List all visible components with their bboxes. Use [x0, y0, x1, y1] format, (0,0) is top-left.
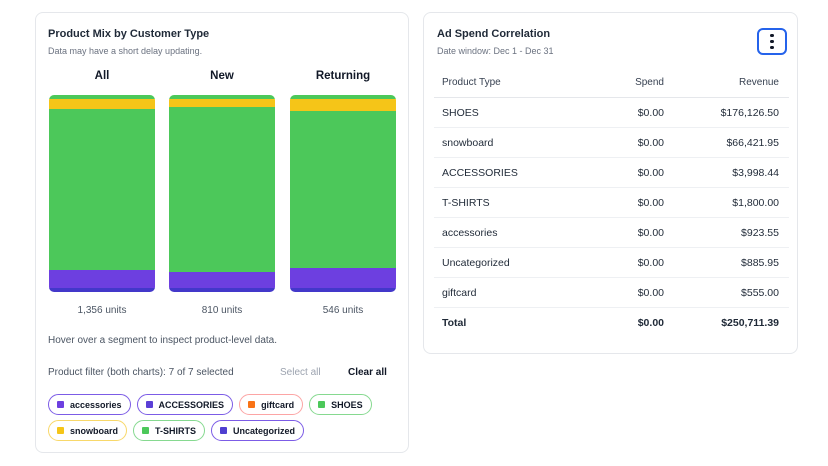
cell-revenue: $885.95	[741, 257, 779, 269]
swatch-icon	[220, 427, 228, 434]
header-product-type: Product Type	[442, 77, 501, 88]
kebab-menu-icon	[770, 33, 774, 38]
bar-segment[interactable]	[169, 98, 275, 107]
cell-spend: $0.00	[637, 137, 664, 149]
cell-spend: $0.00	[637, 167, 664, 179]
chip-label: ACCESSORIES	[158, 399, 225, 410]
cell-product-type: giftcard	[442, 287, 477, 299]
more-options-button[interactable]	[757, 28, 787, 55]
table-row: giftcard $0.00 $555.00	[434, 278, 789, 308]
units-new: 810 units	[201, 305, 243, 316]
table-header: Product Type Spend Revenue	[434, 68, 789, 98]
cell-revenue: $1,800.00	[732, 197, 779, 209]
swatch-icon	[57, 401, 64, 408]
column-label-returning: Returning	[315, 70, 371, 82]
product-mix-card: Product Mix by Customer Type Data may ha…	[35, 12, 409, 453]
cell-spend: $0.00	[637, 257, 664, 269]
chip-label: accessories	[70, 399, 122, 410]
bar-segment[interactable]	[49, 95, 155, 99]
cell-product-type: snowboard	[442, 137, 494, 149]
product-mix-subtitle: Data may have a short delay updating.	[48, 46, 203, 56]
filter-chip-uncategorized[interactable]: Uncategorized	[211, 420, 305, 441]
select-all-button[interactable]: Select all	[280, 367, 321, 378]
table-row: Uncategorized $0.00 $885.95	[434, 248, 789, 278]
bar-segment[interactable]	[290, 110, 396, 269]
cell-product-type: T-SHIRTS	[442, 197, 490, 209]
cell-revenue: $176,126.50	[720, 107, 779, 119]
hover-hint: Hover over a segment to inspect product-…	[48, 335, 278, 346]
cell-spend: $0.00	[637, 287, 664, 299]
bar-segment[interactable]	[169, 95, 275, 99]
table-row: T-SHIRTS $0.00 $1,800.00	[434, 188, 789, 218]
filter-chip-accessories[interactable]: accessories	[48, 394, 131, 415]
bar-segment[interactable]	[290, 288, 396, 292]
swatch-icon	[318, 401, 326, 408]
cell-spend: $0.00	[637, 107, 664, 119]
product-filter-label: Product filter (both charts): 7 of 7 sel…	[48, 367, 234, 378]
bar-segment[interactable]	[290, 95, 396, 99]
bar-segment[interactable]	[49, 270, 155, 289]
bar-segment[interactable]	[49, 288, 155, 292]
ad-spend-table: Product Type Spend Revenue SHOES $0.00 $…	[434, 68, 789, 338]
cell-spend: $0.00	[637, 197, 664, 209]
header-revenue: Revenue	[738, 77, 779, 88]
table-row: ACCESSORIES $0.00 $3,998.44	[434, 158, 789, 188]
filter-chip-snowboard[interactable]: snowboard	[48, 420, 128, 441]
cell-product-type: Uncategorized	[442, 257, 510, 269]
bar-segment[interactable]	[290, 268, 396, 289]
table-row: accessories $0.00 $923.55	[434, 218, 789, 248]
cell-product-type: SHOES	[442, 107, 479, 119]
clear-all-button[interactable]: Clear all	[348, 367, 387, 378]
chip-label: SHOES	[331, 399, 363, 410]
swatch-icon	[142, 427, 150, 434]
total-revenue: $250,711.39	[721, 317, 779, 329]
total-spend: $0.00	[637, 317, 664, 329]
units-all: 1,356 units	[77, 305, 127, 316]
cell-product-type: accessories	[442, 227, 498, 239]
filter-chip-t-shirts[interactable]: T-SHIRTS	[133, 420, 206, 441]
column-label-all: All	[94, 70, 110, 82]
ad-spend-subtitle: Date window: Dec 1 - Dec 31	[437, 46, 554, 56]
bar-segment[interactable]	[49, 98, 155, 109]
ad-spend-title: Ad Spend Correlation	[437, 28, 551, 40]
header-spend: Spend	[635, 77, 664, 88]
table-total-row: Total $0.00 $250,711.39	[434, 308, 789, 338]
filter-chip-shoes[interactable]: SHOES	[309, 394, 372, 415]
chip-label: T-SHIRTS	[155, 425, 197, 436]
table-row: snowboard $0.00 $66,421.95	[434, 128, 789, 158]
units-returning: 546 units	[322, 305, 364, 316]
filter-chip-giftcard[interactable]: giftcard	[239, 394, 304, 415]
ad-spend-card: Ad Spend Correlation Date window: Dec 1 …	[423, 12, 798, 354]
chip-label: Uncategorized	[233, 425, 296, 436]
column-label-new: New	[210, 70, 234, 82]
stacked-bar-all[interactable]	[49, 95, 155, 292]
product-mix-title: Product Mix by Customer Type	[48, 28, 210, 40]
bar-segment[interactable]	[49, 108, 155, 271]
table-row: SHOES $0.00 $176,126.50	[434, 98, 789, 128]
swatch-icon	[248, 401, 256, 408]
bar-segment[interactable]	[169, 288, 275, 292]
chip-label: giftcard	[261, 399, 295, 410]
total-label: Total	[442, 317, 467, 329]
cell-revenue: $3,998.44	[732, 167, 779, 179]
bar-segment[interactable]	[169, 106, 275, 273]
swatch-icon	[145, 401, 153, 408]
cell-revenue: $66,421.95	[726, 137, 779, 149]
swatch-icon	[57, 427, 64, 434]
cell-spend: $0.00	[637, 227, 664, 239]
filter-chip-accessories-upper[interactable]: ACCESSORIES	[136, 394, 234, 415]
cell-product-type: ACCESSORIES	[442, 167, 518, 179]
stacked-bar-returning[interactable]	[290, 95, 396, 292]
cell-revenue: $923.55	[741, 227, 779, 239]
chip-label: snowboard	[70, 425, 119, 436]
cell-revenue: $555.00	[741, 287, 779, 299]
bar-segment[interactable]	[290, 98, 396, 111]
product-filter-chips: accessories ACCESSORIES giftcard SHOES s…	[48, 394, 398, 441]
bar-segment[interactable]	[169, 272, 275, 289]
stacked-bar-new[interactable]	[169, 95, 275, 292]
